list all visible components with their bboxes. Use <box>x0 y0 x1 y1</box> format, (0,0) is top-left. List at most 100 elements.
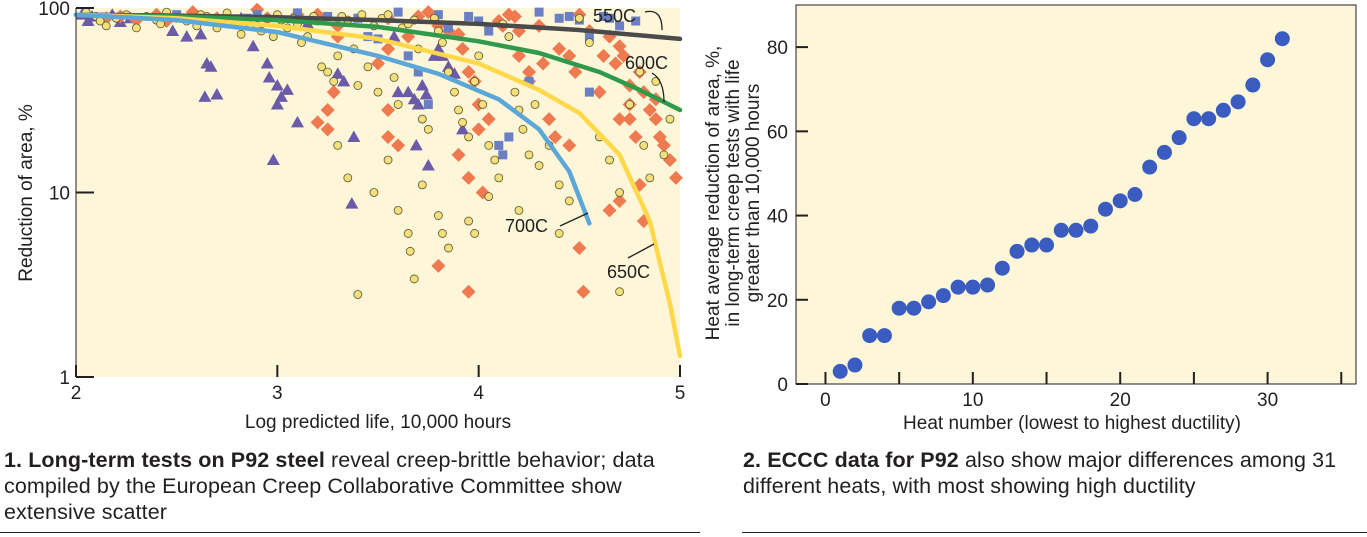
diamond-data-point <box>542 112 557 127</box>
circle-data-point <box>389 73 399 82</box>
triangle-data-point <box>198 90 212 102</box>
heat-data-point <box>906 300 922 316</box>
circle-data-point <box>383 155 393 165</box>
triangle-data-point <box>204 60 218 72</box>
diamond-data-point <box>455 41 470 56</box>
square-data-point <box>393 7 403 17</box>
tick-layer: 0 20 40 60 80 0 10 20 30 <box>767 38 1343 411</box>
triangle-data-point <box>448 67 462 79</box>
circle-data-point <box>403 229 413 238</box>
square-data-point <box>292 8 302 18</box>
circle-data-point <box>534 161 544 170</box>
circle-data-point <box>353 81 363 90</box>
circle-data-point <box>317 62 327 72</box>
y-axis-title-line-2: in long-term creep tests with life <box>723 59 744 326</box>
x-tick-label: 2 <box>71 383 82 404</box>
circle-data-point <box>585 38 594 47</box>
diamond-data-point <box>668 170 683 185</box>
diamond-data-point <box>642 102 657 117</box>
y-tick-label: 100 <box>38 0 70 20</box>
diamond-data-point <box>656 138 671 153</box>
x-tick-label: 30 <box>1257 390 1278 411</box>
curve-700c <box>73 12 592 226</box>
diamond-data-point <box>548 129 563 144</box>
figure-2-caption: 2. ECCC data for P92 also show major dif… <box>743 447 1363 499</box>
circle-data-point <box>639 141 649 150</box>
circle-data-point <box>444 243 453 253</box>
circle-data-point <box>530 100 540 109</box>
heat-data-point <box>1215 102 1231 118</box>
heat-data-point <box>1142 159 1158 175</box>
triangle-data-point <box>401 85 415 98</box>
circle-data-point <box>343 173 353 183</box>
diamond-data-point <box>648 112 663 127</box>
square-data-point <box>423 99 433 109</box>
diamond-data-point <box>602 203 617 218</box>
heat-data-point <box>1024 237 1040 253</box>
diamond-data-point <box>451 147 466 162</box>
heat-data-point <box>1230 94 1246 110</box>
circle-data-point <box>464 216 474 226</box>
triangle-data-point <box>210 87 224 100</box>
curve-label-arrow <box>644 10 663 31</box>
diamond-data-point <box>628 129 643 144</box>
figure-1-caption-lead: 1. Long-term tests on P92 steel <box>4 448 325 472</box>
triangle-data-point <box>391 85 405 98</box>
triangle-data-point <box>194 27 208 40</box>
triangle-data-point <box>387 30 401 42</box>
axis-frame <box>795 4 1357 385</box>
circle-data-point <box>470 77 480 86</box>
square-data-point <box>494 140 504 150</box>
circle-data-point <box>574 13 584 23</box>
circle-data-point <box>554 229 564 238</box>
diamond-data-point <box>622 112 637 127</box>
diamond-data-point <box>608 56 623 71</box>
square-data-point <box>443 23 453 33</box>
diamond-data-point <box>310 115 325 130</box>
x-tick-label: 0 <box>820 390 831 411</box>
heat-data-point <box>1171 130 1187 146</box>
figure-2-divider <box>742 532 1367 533</box>
diamond-data-point <box>401 29 416 44</box>
figure-2-chart: 0 20 40 60 80 0 10 20 30 Heat number (lowest to … <box>703 4 1357 434</box>
circle-data-point <box>524 150 534 160</box>
heat-data-point <box>832 363 848 379</box>
square-data-point <box>504 132 514 142</box>
circle-data-point <box>333 51 343 61</box>
y-tick-label: 60 <box>767 122 788 143</box>
heat-data-point <box>921 294 937 310</box>
diamond-data-point <box>461 170 476 185</box>
diamond-data-point <box>552 41 567 56</box>
circle-data-point <box>353 290 363 299</box>
curve-600c <box>73 12 683 113</box>
square-data-point <box>403 51 413 61</box>
circle-data-point <box>518 124 528 134</box>
triangle-data-point <box>345 197 359 209</box>
heat-data-point <box>1127 187 1143 202</box>
circle-data-point <box>615 188 624 197</box>
diamond-data-point <box>381 129 396 144</box>
circle-data-point <box>474 51 484 61</box>
circle-data-point <box>383 10 393 20</box>
circle-data-point <box>329 77 339 86</box>
square-data-point <box>433 10 443 20</box>
circle-data-point <box>323 67 333 77</box>
y-axis-title: Reduction of area, % <box>16 104 37 282</box>
square-data-point <box>524 76 534 86</box>
x-axis-title: Heat number (lowest to highest ductility… <box>903 413 1241 434</box>
plot-area <box>796 5 1356 384</box>
diamond-data-point <box>471 122 486 137</box>
heat-data-point <box>847 357 863 373</box>
circle-data-point <box>514 205 524 215</box>
diamond-data-point <box>320 122 335 137</box>
circle-data-point <box>665 114 675 124</box>
circle-data-point <box>454 105 463 115</box>
x-tick-label: 4 <box>473 383 484 404</box>
figure-2-caption-text: also show major differences among 31 dif… <box>743 448 1337 498</box>
heat-data-point <box>1053 222 1069 238</box>
circle-data-point <box>450 87 459 97</box>
diamond-data-point <box>507 9 522 24</box>
y-tick-label: 80 <box>767 38 788 59</box>
circle-data-point <box>405 246 415 256</box>
heat-data-point <box>950 279 966 295</box>
